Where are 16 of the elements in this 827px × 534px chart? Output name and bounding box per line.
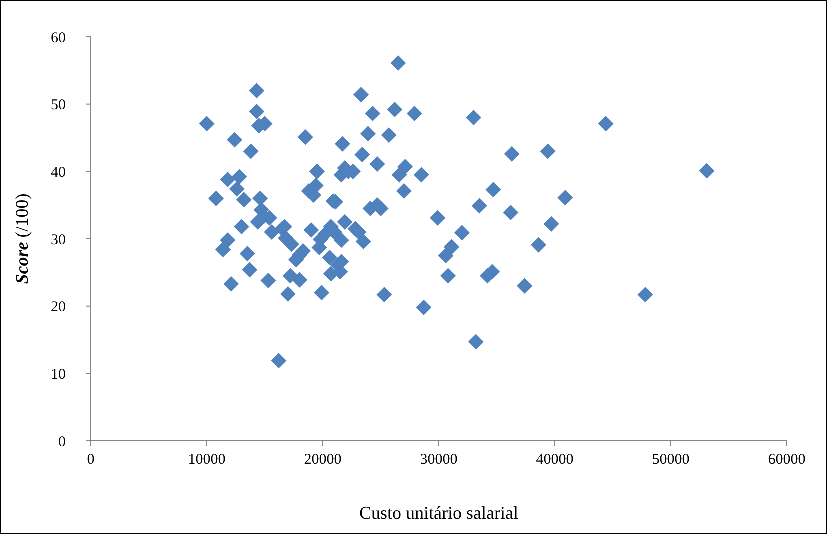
y-axis-title: Score (/100)	[12, 194, 32, 284]
x-tick-label: 40000	[536, 452, 574, 468]
x-tick-label: 60000	[768, 452, 806, 468]
y-tick-label: 30	[51, 232, 66, 248]
x-tick-label: 20000	[304, 452, 342, 468]
y-tick-label: 60	[51, 30, 66, 46]
x-tick-label: 10000	[188, 452, 226, 468]
y-tick-label: 20	[51, 300, 66, 316]
y-tick-label: 50	[51, 98, 66, 114]
y-tick-label: 10	[51, 366, 66, 383]
x-axis-title: Custo unitário salarial	[360, 503, 518, 523]
y-tick-label: 40	[51, 164, 66, 181]
y-tick-label: 0	[58, 434, 66, 450]
x-tick-label: 0	[87, 452, 95, 468]
x-tick-label: 30000	[420, 452, 458, 468]
x-tick-label: 50000	[652, 452, 690, 468]
